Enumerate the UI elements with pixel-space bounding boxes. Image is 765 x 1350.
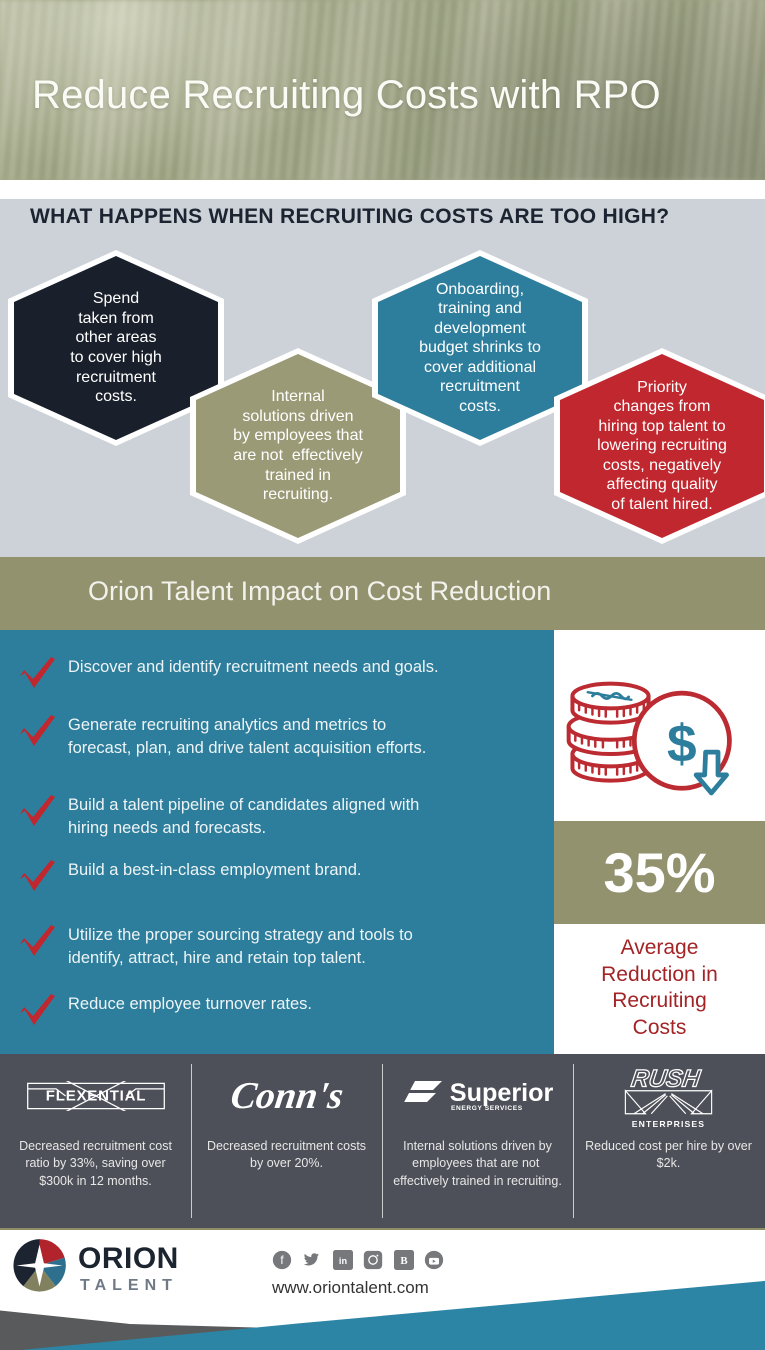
svg-text:B: B — [400, 1255, 407, 1267]
svg-text:FLEXENTIAL: FLEXENTIAL — [45, 1088, 145, 1105]
svg-text:ENERGY SERVICES: ENERGY SERVICES — [451, 1105, 523, 1112]
svg-text:in: in — [339, 1256, 348, 1266]
svg-text:Superior: Superior — [449, 1079, 552, 1107]
svg-text:RUSH: RUSH — [630, 1065, 703, 1092]
svg-text:ENTERPRISES: ENTERPRISES — [632, 1118, 705, 1128]
svg-text:$: $ — [667, 715, 697, 774]
